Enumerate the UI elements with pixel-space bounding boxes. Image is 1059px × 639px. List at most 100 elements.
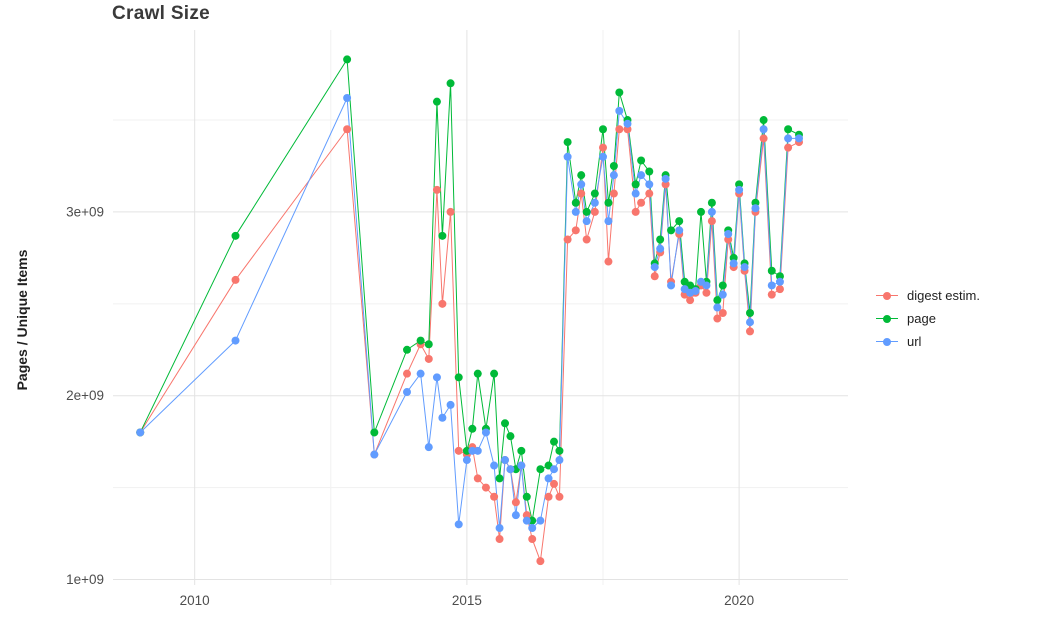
series-point-url bbox=[506, 465, 515, 474]
series-point-digest-estim- bbox=[522, 511, 531, 520]
series-point-digest-estim- bbox=[231, 275, 240, 284]
series-point-url bbox=[609, 171, 618, 180]
series-point-url bbox=[604, 217, 613, 226]
series-point-url bbox=[615, 106, 624, 115]
series-point-page bbox=[577, 171, 586, 180]
series-point-page bbox=[667, 226, 676, 235]
series-point-digest-estim- bbox=[490, 492, 499, 501]
series-point-digest-estim- bbox=[511, 498, 520, 507]
y-tick-label: 3e+09 bbox=[66, 204, 104, 219]
series-point-page bbox=[751, 198, 760, 207]
series-point-page bbox=[446, 79, 455, 88]
series-point-page bbox=[495, 474, 504, 483]
series-point-url bbox=[735, 185, 744, 194]
series-point-page bbox=[735, 180, 744, 189]
series-point-digest-estim- bbox=[582, 235, 591, 244]
series-point-page bbox=[767, 266, 776, 275]
series-point-url bbox=[462, 456, 471, 465]
series-point-page bbox=[615, 88, 624, 97]
series-point-url bbox=[724, 229, 733, 238]
series-point-digest-estim- bbox=[536, 557, 545, 566]
series-point-digest-estim- bbox=[599, 143, 607, 152]
legend: digest estim. page url bbox=[876, 284, 980, 353]
series-point-digest-estim- bbox=[623, 125, 632, 134]
series-point-page bbox=[231, 231, 240, 240]
series-point-page bbox=[784, 125, 793, 134]
series-point-digest-estim- bbox=[563, 235, 572, 244]
series-point-url bbox=[767, 281, 776, 290]
series-point-url bbox=[691, 286, 700, 295]
series-point-digest-estim- bbox=[424, 354, 433, 363]
legend-item-digest: digest estim. bbox=[876, 284, 980, 307]
series-point-url bbox=[751, 204, 760, 213]
series-point-digest-estim- bbox=[759, 134, 768, 143]
series-point-digest-estim- bbox=[590, 207, 599, 216]
series-point-url bbox=[446, 400, 455, 409]
series-point-url bbox=[517, 461, 526, 470]
series-point-url bbox=[746, 318, 754, 327]
y-tick-label: 2e+09 bbox=[66, 388, 104, 403]
series-point-digest-estim- bbox=[650, 272, 659, 281]
series-point-url bbox=[713, 303, 722, 312]
series-point-digest-estim- bbox=[707, 217, 716, 226]
series-point-digest-estim- bbox=[438, 299, 447, 308]
series-point-digest-estim- bbox=[637, 198, 646, 207]
series-point-url bbox=[795, 134, 803, 143]
series-point-page bbox=[775, 272, 784, 281]
series-point-url bbox=[702, 281, 711, 290]
series-point-digest-estim- bbox=[528, 535, 537, 544]
x-tick-label: 2015 bbox=[452, 593, 482, 608]
series-point-digest-estim- bbox=[713, 314, 722, 323]
series-point-page bbox=[403, 345, 411, 354]
series-point-url bbox=[403, 388, 411, 397]
series-point-url bbox=[582, 217, 591, 226]
series-point-page bbox=[522, 492, 531, 501]
series-point-url bbox=[438, 413, 447, 422]
series-point-page bbox=[729, 253, 738, 262]
series-point-url bbox=[571, 207, 580, 216]
series-point-digest-estim- bbox=[767, 290, 776, 299]
series-point-url bbox=[454, 520, 463, 529]
series-point-page bbox=[707, 198, 716, 207]
series-point-page bbox=[416, 336, 425, 345]
series-point-page bbox=[746, 309, 754, 318]
series-point-digest-estim- bbox=[631, 207, 640, 216]
series-point-page bbox=[424, 340, 433, 349]
series-point-digest-estim- bbox=[775, 285, 784, 294]
series-point-digest-estim- bbox=[550, 479, 558, 488]
series-point-url bbox=[490, 461, 499, 470]
series-line-digest-estim- bbox=[139, 128, 800, 562]
series-point-url bbox=[528, 524, 537, 533]
series-point-page bbox=[563, 138, 572, 147]
legend-key-url-icon bbox=[876, 335, 898, 349]
legend-label-url: url bbox=[907, 334, 922, 349]
series-point-url bbox=[729, 259, 738, 268]
series-point-page bbox=[432, 97, 441, 106]
series-point-page bbox=[506, 432, 515, 441]
series-point-page bbox=[517, 446, 526, 455]
series-point-url bbox=[645, 180, 654, 189]
series-point-url bbox=[675, 226, 684, 235]
legend-label-digest: digest estim. bbox=[907, 288, 980, 303]
series-point-digest-estim- bbox=[473, 474, 482, 483]
series-point-url bbox=[718, 290, 727, 299]
series-point-page bbox=[637, 156, 646, 165]
series-point-digest-estim- bbox=[403, 369, 411, 378]
legend-key-page-icon bbox=[876, 312, 898, 326]
series-point-url bbox=[650, 263, 659, 272]
series-point-page bbox=[697, 207, 705, 216]
series-point-url bbox=[637, 171, 646, 180]
series-point-digest-estim- bbox=[495, 535, 504, 544]
series-point-url bbox=[424, 443, 433, 452]
y-tick-label: 1e+09 bbox=[66, 572, 104, 587]
series-point-page bbox=[438, 231, 447, 240]
legend-item-page: page bbox=[876, 307, 980, 330]
legend-label-page: page bbox=[907, 311, 936, 326]
series-point-page bbox=[675, 217, 684, 226]
series-point-page bbox=[555, 446, 564, 455]
series-point-page bbox=[501, 419, 509, 428]
series-point-page bbox=[473, 369, 482, 378]
series-point-url bbox=[775, 277, 784, 286]
series-point-digest-estim- bbox=[686, 296, 695, 305]
